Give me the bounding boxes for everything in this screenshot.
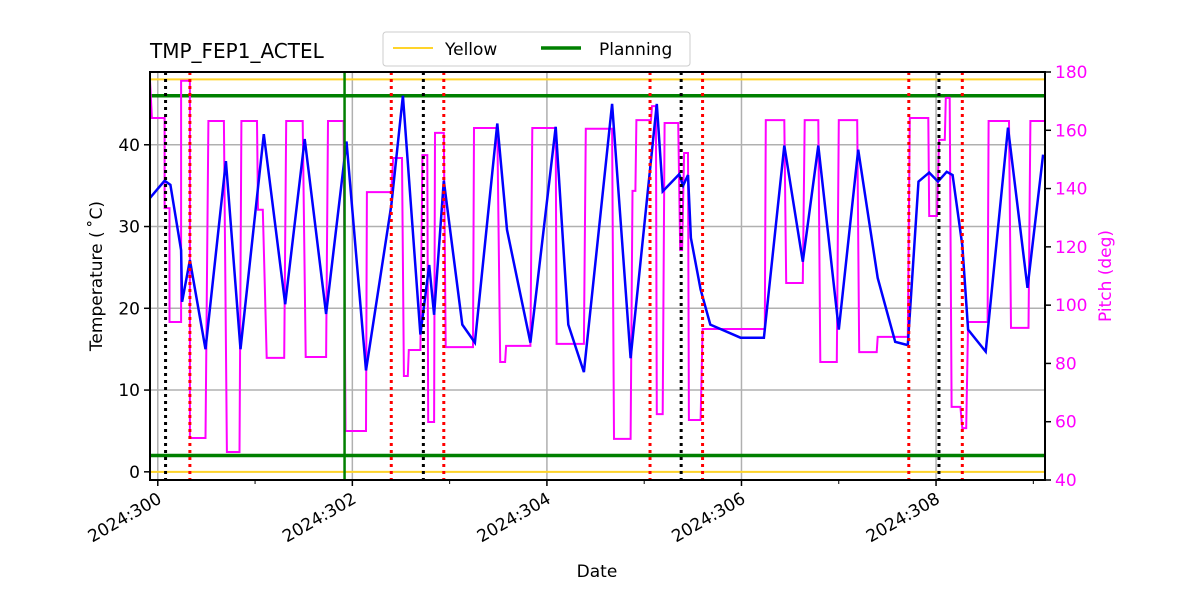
legend-label-yellow: Yellow — [444, 40, 497, 60]
x-axis-label: Date — [577, 562, 618, 582]
y-tick-label: 40 — [118, 136, 140, 156]
pitch-series-line — [150, 79, 1044, 453]
legend-label-planning: Planning — [599, 40, 672, 60]
plot-area — [150, 72, 1045, 480]
y-tick-label: 10 — [118, 381, 140, 401]
x-tick-label: 2024:306 — [668, 489, 749, 547]
y2-tick-label: 120 — [1055, 238, 1087, 258]
chart-title: TMP_FEP1_ACTEL — [149, 39, 325, 63]
x-tick-label: 2024:302 — [279, 489, 360, 547]
y-tick-label: 30 — [118, 218, 140, 238]
y2-tick-label: 140 — [1055, 180, 1087, 200]
y-tick-label: 20 — [118, 299, 140, 319]
legend: Yellow Planning — [382, 31, 691, 67]
y2-axis-label: Pitch (deg) — [1096, 230, 1116, 322]
y-axis-label: Temperature ( ˚C) — [86, 201, 107, 352]
y2-tick-label: 100 — [1055, 296, 1087, 316]
y2-tick-label: 60 — [1055, 413, 1077, 433]
y2-tick-label: 160 — [1055, 121, 1087, 141]
temperature-series-line — [150, 95, 1045, 373]
y2-tick-label: 80 — [1055, 354, 1077, 374]
plot-frame — [149, 71, 1046, 481]
x-tick-label: 2024:300 — [85, 489, 166, 547]
y2-tick-label: 40 — [1055, 471, 1077, 491]
x-tick-label: 2024:304 — [474, 489, 555, 547]
x-tick-label: 2024:308 — [863, 489, 944, 547]
y2-tick-label: 180 — [1055, 63, 1087, 83]
y-tick-label: 0 — [129, 463, 140, 483]
